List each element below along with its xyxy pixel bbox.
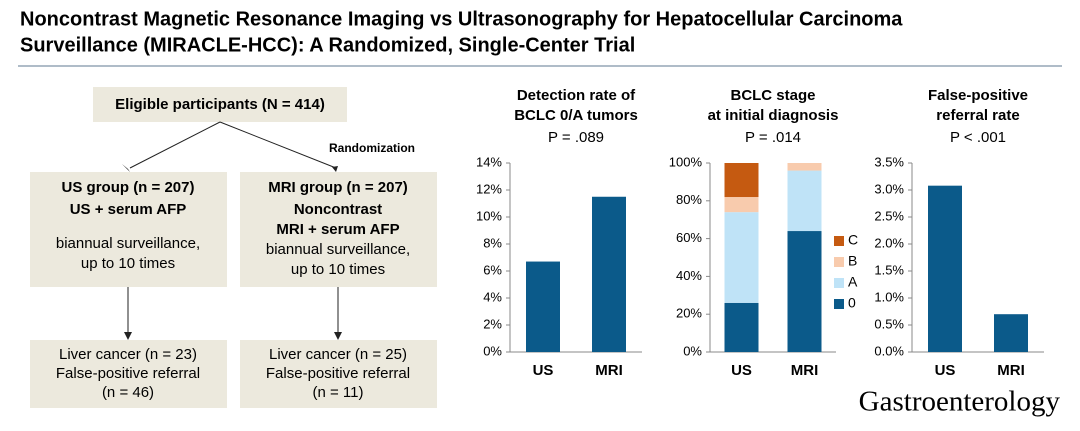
y-tick-label: 2% [483,316,502,331]
bar-segment [724,197,759,213]
chart-subtitle: P = .014 [745,129,801,146]
y-tick-label: 0.0% [874,343,904,358]
legend-label: C [848,232,858,248]
us-group-box [30,172,227,287]
title-line: Noncontrast Magnetic Resonance Imaging v… [20,8,903,30]
box-line: False-positive referral [266,365,410,382]
x-tick-label: MRI [791,362,819,379]
box-line: up to 10 times [291,261,385,278]
box-line: biannual surveillance, [56,235,200,252]
box-line: Liver cancer (n = 25) [269,346,407,363]
y-tick-label: 1.0% [874,289,904,304]
y-tick-label: 10% [476,208,502,223]
box-line: Noncontrast [294,201,382,218]
box-line: MRI group (n = 207) [268,179,408,196]
legend-label: A [848,274,858,290]
box-line: US group (n = 207) [62,179,195,196]
x-tick-label: MRI [997,362,1025,379]
legend-swatch [834,299,844,309]
y-tick-label: 20% [676,306,702,321]
box-line: MRI + serum AFP [276,221,399,238]
y-tick-label: 8% [483,235,502,250]
bar-segment [724,302,759,352]
y-tick-label: 0% [483,343,502,358]
mri-group-box [240,172,437,287]
y-tick-label: 0% [683,343,702,358]
legend-label: B [848,253,857,269]
connector [129,121,337,169]
x-tick-label: US [533,362,554,379]
y-tick-label: 2.0% [874,235,904,250]
arrowhead [124,332,342,340]
x-tick-label: US [935,362,956,379]
chart-subtitle: P < .001 [950,129,1006,146]
bar [928,185,962,352]
chart-subtitle: P = .089 [548,129,604,146]
y-tick-label: 0.5% [874,316,904,331]
y-tick-label: 2.5% [874,208,904,223]
bar-segment [787,231,822,352]
mri-outcome-box [240,340,437,408]
bar [592,196,626,352]
box-line: False-positive referral [56,365,200,382]
chart-title: BCLC stage [730,87,815,104]
bar-segment [787,170,822,232]
y-tick-label: 12% [476,181,502,196]
y-tick-label: 4% [483,289,502,304]
box-line: (n = 11) [313,384,364,401]
box-line: up to 10 times [81,255,175,272]
x-tick-label: US [731,362,752,379]
y-tick-label: 14% [476,154,502,169]
box-line: Liver cancer (n = 23) [59,346,197,363]
connector [127,287,339,334]
y-tick-label: 3.0% [874,181,904,196]
y-tick-label: 100% [669,154,703,169]
chart-title: Detection rate of [517,87,636,104]
box-line: (n = 46) [102,384,154,401]
y-tick-label: 1.5% [874,262,904,277]
legend-swatch [834,278,844,288]
y-tick-label: 6% [483,262,502,277]
chart-title: False-positive [928,87,1028,104]
randomization-label: Randomization [329,141,415,155]
box-line: biannual surveillance, [266,241,410,258]
legend-label: 0 [848,295,856,311]
box-line: US + serum AFP [70,201,187,218]
y-tick-label: 60% [676,230,702,245]
title-line: Surveillance (MIRACLE-HCC): A Randomized… [20,34,635,56]
y-tick-label: 3.5% [874,154,904,169]
journal-logo: Gastroenterology [859,386,1061,418]
bar [526,261,560,352]
bar-segment [724,163,759,198]
chart-title: BCLC 0/A tumors [514,107,638,124]
chart-title: referral rate [936,107,1019,124]
eligible-text: Eligible participants (N = 414) [115,96,325,113]
chart-title: at initial diagnosis [708,107,839,124]
legend-swatch [834,236,844,246]
x-tick-label: MRI [595,362,623,379]
legend-swatch [834,257,844,267]
bar-segment [787,163,822,171]
arrowhead [122,164,338,172]
bar [994,314,1028,352]
us-outcome-box [30,340,227,408]
eligible-box [93,87,347,122]
bar-segment [724,212,759,303]
y-tick-label: 40% [676,268,702,283]
y-tick-label: 80% [676,192,702,207]
